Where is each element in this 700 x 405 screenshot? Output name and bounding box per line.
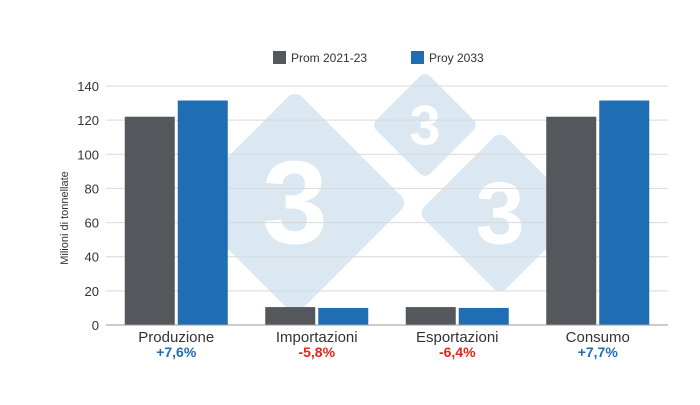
y-tick-label: 100: [77, 147, 99, 162]
bar-esportazioni-series-1[interactable]: [405, 307, 456, 325]
legend-swatch: [273, 51, 286, 64]
y-axis-label: Milioni di tonnellate: [59, 171, 71, 265]
change-annotation: -5,8%: [298, 344, 335, 360]
y-tick-label: 0: [92, 318, 99, 333]
bar-produzione-series-2[interactable]: [177, 100, 228, 325]
bar-consumo-series-1[interactable]: [546, 116, 597, 325]
change-annotation: +7,6%: [156, 344, 197, 360]
bar-produzione-series-1[interactable]: [124, 116, 175, 325]
y-tick-label: 140: [77, 79, 99, 94]
legend[interactable]: Prom 2021-23 Proy 2033: [273, 51, 484, 65]
x-axis: Produzione Importazioni Esportazioni Consum…: [106, 324, 668, 360]
svg-text:3: 3: [262, 137, 328, 269]
bar-importazioni-series-2[interactable]: [318, 307, 369, 325]
bar-importazioni-series-1[interactable]: [265, 307, 316, 325]
bar-consumo-series-2[interactable]: [599, 100, 650, 325]
y-tick-label: 60: [85, 216, 99, 231]
svg-text:3: 3: [409, 94, 440, 157]
change-annotation: +7,7%: [578, 344, 619, 360]
bars: [124, 100, 650, 325]
legend-item[interactable]: Prom 2021-23: [273, 51, 367, 65]
y-axis: 0 20 40 60 80 100 120 140: [77, 79, 99, 333]
y-tick-label: 40: [85, 250, 99, 265]
x-tick-label: Importazioni: [276, 329, 358, 346]
y-tick-label: 80: [85, 181, 99, 196]
y-tick-label: 120: [77, 113, 99, 128]
svg-text:3: 3: [476, 164, 525, 263]
y-tick-label: 20: [85, 284, 99, 299]
legend-label: Proy 2033: [429, 51, 484, 65]
legend-swatch: [411, 51, 424, 64]
legend-item[interactable]: Proy 2033: [411, 51, 484, 65]
x-tick-label: Esportazioni: [416, 329, 499, 346]
bar-esportazioni-series-2[interactable]: [458, 307, 509, 325]
change-annotation: -6,4%: [439, 344, 476, 360]
legend-label: Prom 2021-23: [291, 51, 367, 65]
watermark-logo: 3 3 3: [186, 74, 579, 312]
x-tick-label: Consumo: [566, 329, 630, 346]
x-tick-label: Produzione: [138, 329, 214, 346]
